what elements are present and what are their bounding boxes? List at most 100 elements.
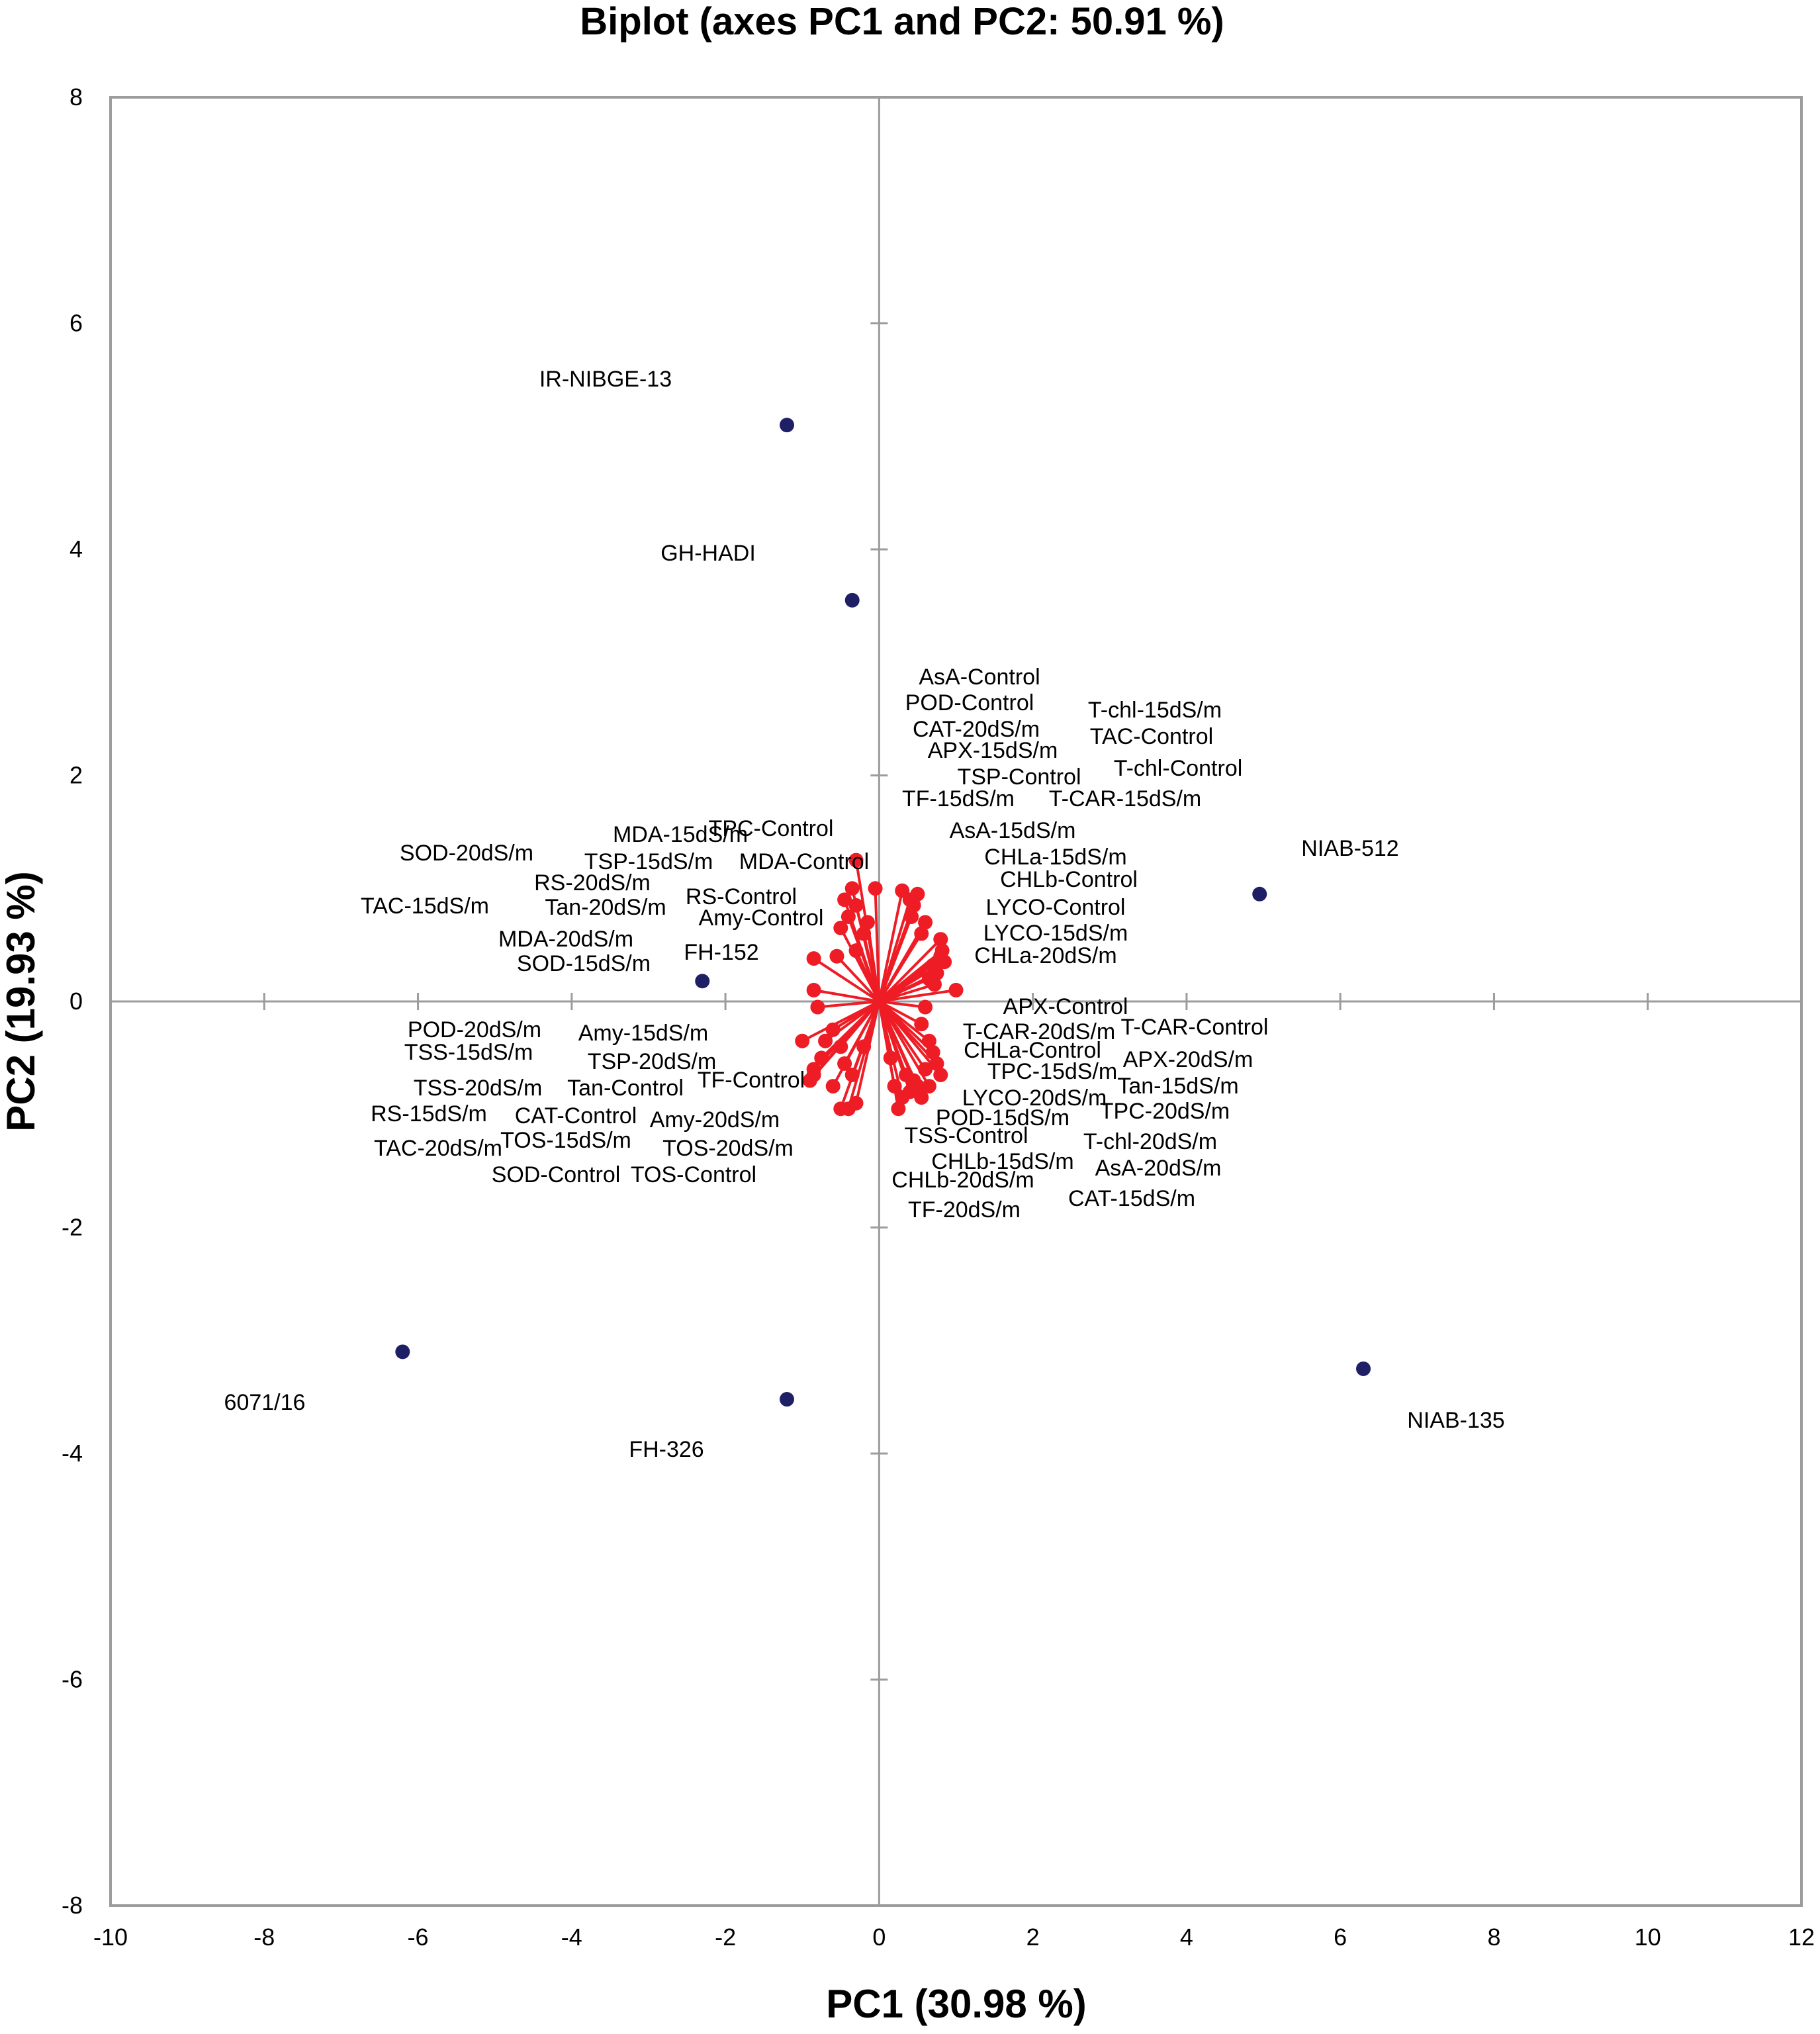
variable-vector-line <box>879 1000 926 1009</box>
variable-vector-line <box>878 1001 907 1076</box>
variable-vector-line <box>824 1000 880 1042</box>
y-tick-label: -2 <box>62 1214 83 1241</box>
observation-label: FH-326 <box>629 1437 704 1462</box>
variable-label: TF-20dS/m <box>908 1197 1021 1223</box>
y-tick-label: -4 <box>62 1440 83 1467</box>
y-axis-title: PC2 (19.93 %) <box>0 871 43 1132</box>
y-tick-label: 0 <box>69 988 83 1015</box>
variable-label: AsA-20dS/m <box>1095 1156 1222 1181</box>
x-axis-title: PC1 (30.98 %) <box>826 1982 1087 2026</box>
variable-label: SOD-20dS/m <box>400 841 533 866</box>
variable-label: T-chl-20dS/m <box>1083 1129 1217 1154</box>
variable-label: TOS-20dS/m <box>662 1136 794 1161</box>
x-tick-label: 0 <box>872 1923 886 1951</box>
variable-vector-point <box>948 982 964 997</box>
observation-point <box>780 418 794 433</box>
variable-label: TOS-15dS/m <box>500 1128 631 1153</box>
variable-vector-line <box>862 933 881 1002</box>
variable-vector-point <box>848 898 864 913</box>
variable-vector-point <box>810 999 825 1015</box>
y-tick-label: 8 <box>69 83 83 111</box>
variable-vector-point <box>918 915 933 930</box>
x-tick-label: 2 <box>1026 1923 1040 1951</box>
variable-vector-point <box>927 977 942 992</box>
variable-vector-point <box>848 943 864 958</box>
variable-label: RS-20dS/m <box>534 870 651 896</box>
variable-label: Tan-20dS/m <box>545 895 666 920</box>
variable-label: TSP-Control <box>957 764 1081 790</box>
variable-label: T-CAR-Control <box>1121 1015 1269 1040</box>
variable-label: Amy-20dS/m <box>650 1107 780 1133</box>
observation-label: FH-152 <box>684 940 758 965</box>
variable-label: TSS-15dS/m <box>404 1040 533 1065</box>
variable-vector-point <box>818 1033 833 1048</box>
x-tick-label: -2 <box>715 1923 736 1951</box>
variable-label: MDA-Control <box>739 849 869 874</box>
variable-vector-point <box>933 1067 948 1082</box>
x-tick-label: 10 <box>1635 1923 1661 1951</box>
variable-vector-point <box>933 932 948 947</box>
variable-label: CHLa-20dS/m <box>974 943 1116 968</box>
variable-vector-line <box>878 1000 923 1025</box>
variable-labels: AsA-ControlPOD-ControlCAT-20dS/mAPX-15dS… <box>361 665 1268 1223</box>
variable-vector-line <box>878 1000 931 1087</box>
variable-label: CHLa-Control <box>964 1038 1101 1063</box>
x-tick-label: 6 <box>1334 1923 1347 1951</box>
observation-label: NIAB-135 <box>1407 1408 1504 1433</box>
variable-vector-line <box>878 933 923 1003</box>
variable-label: CHLb-15dS/m <box>931 1149 1073 1174</box>
variable-vector-point <box>825 1079 841 1094</box>
variable-label: TF-15dS/m <box>902 786 1015 811</box>
variable-vector-line <box>878 1000 938 1065</box>
variable-label: POD-20dS/m <box>408 1017 541 1042</box>
variable-label: TSP-15dS/m <box>584 849 713 874</box>
variable-label: APX-20dS/m <box>1123 1047 1253 1072</box>
variable-vector-line <box>801 1000 880 1042</box>
variable-label: RS-Control <box>686 884 797 909</box>
y-tick-label: -8 <box>62 1892 83 1919</box>
variable-label: T-chl-15dS/m <box>1088 698 1222 723</box>
variable-vector-line <box>813 1000 880 1070</box>
variable-label: T-chl-Control <box>1114 756 1243 781</box>
variable-vector-line <box>854 950 881 1002</box>
observation-label: IR-NIBGE-13 <box>539 367 672 392</box>
variable-label: TAC-15dS/m <box>361 894 489 919</box>
variable-vector-line <box>878 1001 892 1058</box>
variable-vector-point <box>837 892 852 907</box>
variable-vector-point <box>806 982 821 997</box>
x-tick-label: -10 <box>93 1923 128 1951</box>
variable-label: CHLa-15dS/m <box>984 845 1126 870</box>
variable-label: TPC-20dS/m <box>1100 1099 1230 1124</box>
y-tick-label: 6 <box>69 310 83 337</box>
observation-points: IR-NIBGE-13 GH-HADI NIAB-512 FH-152 6071/16 F… <box>224 367 1505 1462</box>
variable-label: RS-15dS/m <box>371 1101 487 1127</box>
variable-vector-line <box>874 888 881 1002</box>
y-tick-label: -6 <box>62 1666 83 1693</box>
variable-vector-point <box>844 881 860 896</box>
x-tick-label: 8 <box>1487 1923 1500 1951</box>
variable-vector-point <box>795 1033 810 1048</box>
variable-vector-line <box>836 955 880 1003</box>
variable-vector-point <box>914 926 929 941</box>
variable-label: SOD-Control <box>492 1162 621 1187</box>
variable-label: Amy-Control <box>699 905 824 931</box>
variable-label: MDA-20dS/m <box>498 927 633 952</box>
variable-label: TSS-20dS/m <box>414 1076 543 1101</box>
variable-label: TAC-20dS/m <box>374 1136 502 1161</box>
variable-label: T-CAR-20dS/m <box>963 1019 1116 1044</box>
variable-vector-point <box>802 1073 817 1088</box>
variable-vector-line <box>878 890 904 1002</box>
variable-vector-point <box>895 1090 910 1105</box>
variable-label: CAT-20dS/m <box>913 717 1040 742</box>
variable-label: TAC-Control <box>1090 724 1213 749</box>
observation-point <box>395 1344 410 1360</box>
observation-label: GH-HADI <box>660 541 756 566</box>
variable-vector-point <box>848 853 864 868</box>
variable-label: Amy-15dS/m <box>578 1021 709 1046</box>
x-tick-label: 12 <box>1788 1923 1815 1951</box>
y-tick-label: 2 <box>69 762 83 789</box>
zero-axes <box>111 97 1801 1906</box>
variable-label: Tan-Control <box>567 1076 684 1101</box>
observation-point <box>1252 886 1267 901</box>
